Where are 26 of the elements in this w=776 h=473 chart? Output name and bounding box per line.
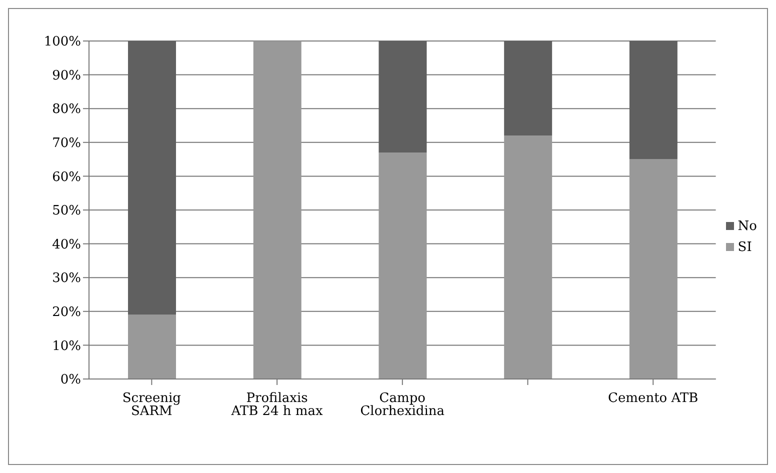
y-tick-label: 70% [52, 136, 81, 152]
bar [504, 41, 552, 136]
legend-label: No [738, 218, 757, 234]
x-tick-label: Campo Clorhexidina [360, 391, 445, 420]
bar [378, 41, 427, 153]
x-tick-label: Cemento ATB [608, 391, 698, 406]
legend-label: SI [738, 240, 752, 254]
y-tick-label: 90% [52, 68, 81, 84]
y-tick-label: 50% [52, 204, 81, 219]
y-tick-label: 30% [52, 271, 81, 286]
bar [128, 314, 176, 379]
bar [378, 152, 427, 379]
y-tick-label: 80% [52, 102, 81, 118]
y-tick-label: 100% [44, 34, 81, 50]
bar [629, 41, 678, 160]
y-tick-label: 10% [52, 338, 81, 354]
bar [253, 41, 302, 379]
y-tick-label: 20% [52, 305, 81, 320]
y-tick-label: 40% [52, 237, 81, 252]
bar [504, 136, 552, 379]
bar [128, 41, 176, 315]
y-tick-label: 0% [60, 372, 81, 388]
x-tick-label: Profilaxis ATB 24 h max [230, 391, 324, 420]
bar [629, 159, 678, 379]
x-tick-label: Screenig SARM [122, 391, 181, 420]
y-tick-label: 60% [52, 170, 81, 185]
